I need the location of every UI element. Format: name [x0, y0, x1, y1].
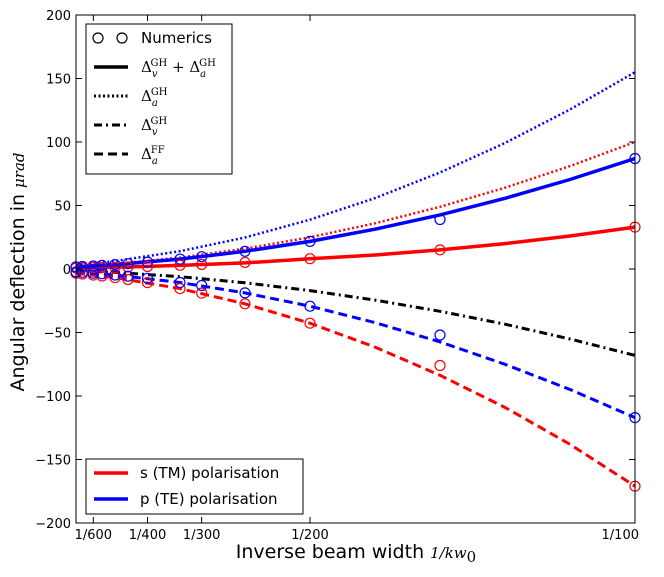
- legend-label-1-sup-3: GH: [199, 58, 216, 69]
- numerics-marker-0-top-5: [122, 261, 134, 273]
- numerics-marker-0-top-11: [434, 244, 446, 256]
- series-line-5: [75, 270, 636, 419]
- numerics-marker-1-bottom-6: [141, 272, 154, 284]
- numerics-marker-1-top-10: [304, 235, 316, 247]
- x-axis-title-math-sub: 0: [467, 548, 477, 566]
- numerics-marker-0-bottom-7: [174, 283, 186, 295]
- x-tick-label-0: 1/600: [75, 528, 112, 543]
- numerics-marker-0-bottom-5: [122, 273, 134, 286]
- legend-label-2: ΔaGH: [141, 87, 168, 109]
- legend-label-1-sub-0: v: [152, 69, 158, 80]
- numerics-marker-1-bottom-2: [87, 267, 99, 279]
- legend-label-2-sub-0: a: [152, 98, 158, 109]
- y-tick-label-7: 150: [46, 73, 71, 88]
- numerics-marker-0-bottom-11: [434, 359, 446, 372]
- legend-marker-left: [92, 32, 104, 44]
- series-line-2: [75, 271, 636, 488]
- legend-label-0: Numerics: [141, 29, 212, 47]
- legend-label-4-sup-0: FF: [151, 145, 165, 156]
- legend-polarisation-label-0: s (TM) polarisation: [140, 464, 279, 482]
- numerics-marker-0-top-9: [239, 256, 251, 268]
- numerics-marker-1-bottom-10: [304, 300, 316, 312]
- numerics-marker-1-bottom-9: [239, 287, 251, 299]
- y-tick-label-2: −100: [35, 390, 71, 405]
- y-tick-label-0: −200: [35, 517, 71, 532]
- legend-polarisation-label-1: p (TE) polarisation: [140, 490, 278, 508]
- y-tick-label-6: 100: [46, 136, 71, 151]
- numerics-marker-1-top-9: [239, 245, 251, 257]
- numerics-marker-1-bottom-8: [196, 279, 208, 292]
- y-axis-title-text: Angular deflection in: [7, 194, 29, 392]
- y-axis-title-math: μrad: [10, 153, 28, 188]
- legend-label-3-sup-0: GH: [151, 116, 168, 127]
- y-tick-label-1: −150: [35, 454, 71, 469]
- legend-label-1-sup-0: GH: [151, 58, 168, 69]
- x-tick-label-3: 1/200: [291, 528, 328, 543]
- x-tick-label-2: 1/300: [183, 528, 220, 543]
- axis-ticks-layer: −200 −150 −100 −50 0 50 100 150 200 1/600 1/400 1/3…: [35, 9, 639, 543]
- legend-label-2-sup-0: GH: [151, 87, 168, 98]
- numerics-marker-0-bottom-10: [304, 317, 316, 329]
- x-tick-label-1: 1/400: [129, 528, 166, 543]
- numerics-marker-1-top-3: [96, 259, 108, 271]
- numerics-marker-1-top-8: [196, 251, 208, 263]
- numerics-markers-layer: [70, 152, 641, 492]
- numerics-marker-0-top-8: [196, 258, 208, 270]
- x-axis-title-math: 1/kw: [430, 544, 467, 562]
- numerics-marker-1-top-7: [174, 253, 186, 265]
- legend-label-1-sub-3: a: [200, 69, 206, 80]
- y-axis-title: Angular deflection in μrad: [7, 153, 29, 392]
- numerics-marker-1-bottom-5: [122, 270, 134, 282]
- numerics-marker-1-bottom-3: [96, 268, 108, 280]
- legend-label-2-symbol-0: Δ: [141, 87, 152, 105]
- y-tick-label-8: 200: [46, 9, 71, 24]
- legend-label-3-symbol-0: Δ: [141, 116, 152, 134]
- x-axis-title-text: Inverse beam width: [236, 541, 424, 563]
- numerics-marker-1-top-2: [87, 260, 99, 272]
- numerics-marker-0-bottom-9: [239, 298, 251, 310]
- y-tick-label-5: 50: [54, 200, 71, 215]
- legend-polarisation-box: [85, 458, 304, 515]
- legend-label-4-sub-0: a: [152, 156, 158, 167]
- numerics-marker-1-bottom-11: [434, 329, 446, 341]
- series-line-6: [75, 269, 636, 357]
- numerics-marker-0-bottom-4: [109, 272, 121, 284]
- x-axis-title: Inverse beam width 1/kw0: [236, 541, 476, 566]
- legend-label-1-symbol-3: + Δ: [172, 58, 200, 76]
- legend-label-1: ΔvGH + ΔaGH: [141, 58, 216, 80]
- series-line-3: [75, 156, 636, 269]
- legend-label-4: ΔaFF: [141, 145, 165, 167]
- legend-line-styles-box: [85, 23, 233, 175]
- numerics-marker-0-top-6: [141, 260, 154, 273]
- numerics-marker-0-bottom-8: [196, 287, 208, 299]
- numerics-marker-1-bottom-1: [76, 266, 89, 278]
- numerics-marker-1-top-1: [76, 260, 89, 273]
- y-tick-label-4: 0: [63, 263, 71, 278]
- numerics-marker-1-bottom-7: [174, 276, 186, 289]
- numerics-marker-0-bottom-6: [141, 277, 154, 289]
- numerics-marker-0-top-7: [174, 259, 186, 271]
- numerics-marker-0-top-10: [304, 253, 316, 265]
- numerics-marker-1-top-6: [141, 256, 154, 268]
- legend-label-4-symbol-0: Δ: [141, 145, 152, 163]
- numerics-marker-1-top-5: [122, 258, 134, 270]
- legend-label-3-sub-0: v: [152, 127, 158, 138]
- y-tick-label-3: −50: [44, 327, 71, 342]
- legend-label-3: ΔvGH: [141, 116, 167, 138]
- series-line-0: [75, 225, 636, 270]
- legend-polarisation: s (TM) polarisation p (TE) polarisation: [85, 458, 304, 515]
- x-tick-label-4: 1/100: [602, 528, 639, 543]
- numerics-marker-1-top-11: [434, 213, 446, 226]
- numerics-marker-1-bottom-4: [109, 269, 121, 281]
- legend-label-1-symbol-0: Δ: [141, 58, 152, 76]
- legend-marker-right: [116, 32, 128, 44]
- series-line-4: [75, 71, 636, 267]
